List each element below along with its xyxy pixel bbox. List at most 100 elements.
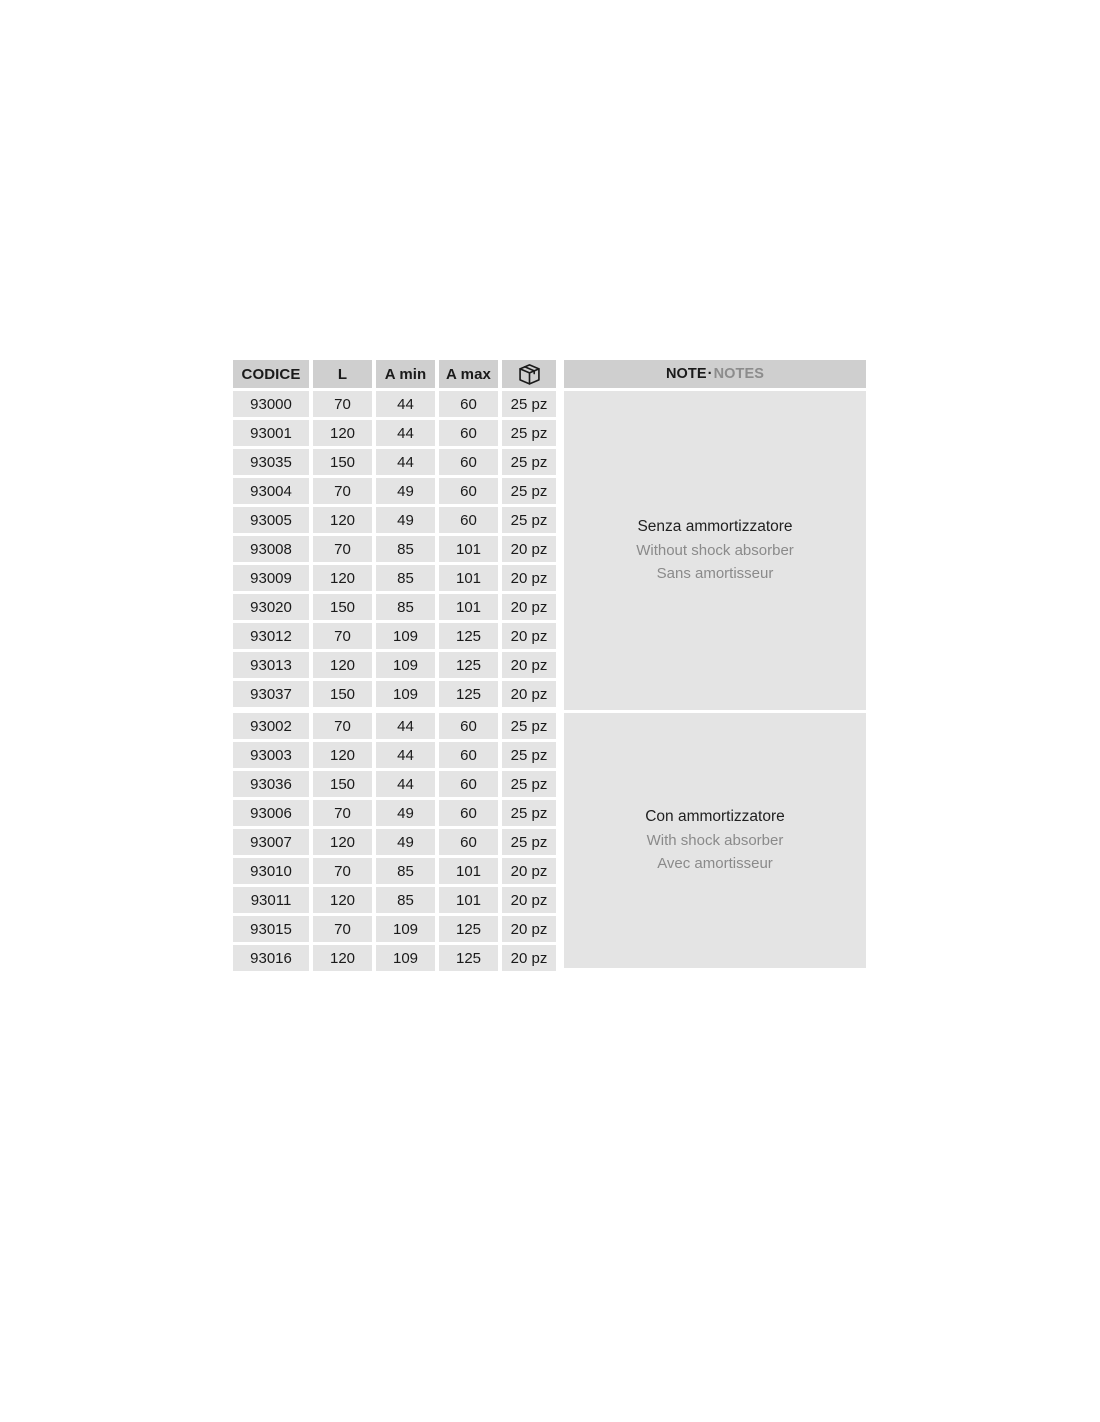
cell-l: 120 xyxy=(313,887,376,916)
cell-codice: 93012 xyxy=(233,623,313,652)
cell-codice: 93006 xyxy=(233,800,313,829)
cell-a-max: 125 xyxy=(439,945,502,971)
column-header-note-separator: · xyxy=(707,366,713,382)
column-header-packaging xyxy=(502,360,564,391)
cell-a-max: 101 xyxy=(439,887,502,916)
column-header-a-min: A min xyxy=(376,360,439,391)
cell-a-max: 125 xyxy=(439,916,502,945)
cell-codice: 93001 xyxy=(233,420,313,449)
table-row: 93003 120 44 60 25 pz xyxy=(233,742,866,771)
cell-a-min: 44 xyxy=(376,420,439,449)
cell-packaging: 25 pz xyxy=(502,742,564,771)
cell-note-group: Con ammortizzatore With shock absorber Ave… xyxy=(564,713,866,971)
table-row: 93016 120 109 125 20 pz xyxy=(233,945,866,971)
cell-codice: 93005 xyxy=(233,507,313,536)
table-row: 93002 70 44 60 25 pz Con ammortizzatore With s… xyxy=(233,713,866,971)
cell-packaging: 25 pz xyxy=(502,478,564,507)
table-row: 93009 120 85 101 20 pz xyxy=(233,565,866,594)
column-header-note: NOTE·NOTES xyxy=(564,360,866,391)
cell-a-min: 44 xyxy=(376,449,439,478)
cell-l: 70 xyxy=(313,536,376,565)
cell-codice: 93008 xyxy=(233,536,313,565)
cell-l: 120 xyxy=(313,652,376,681)
note-line-italian: Con ammortizzatore xyxy=(645,808,785,826)
cell-a-max: 60 xyxy=(439,449,502,478)
cell-packaging: 20 pz xyxy=(502,594,564,623)
table-row: 93001 120 44 60 25 pz xyxy=(233,420,866,449)
table-row: 93010 70 85 101 20 pz xyxy=(233,858,866,887)
cell-a-max: 125 xyxy=(439,652,502,681)
cell-a-max: 60 xyxy=(439,800,502,829)
note-block: Senza ammortizzatore Without shock absorb… xyxy=(572,518,858,582)
cell-packaging: 20 pz xyxy=(502,858,564,887)
product-specification-table: CODICE L A min A max NOTE·N xyxy=(233,360,866,971)
cell-codice: 93036 xyxy=(233,771,313,800)
note-block: Con ammortizzatore With shock absorber Ave… xyxy=(572,808,858,872)
cell-l: 120 xyxy=(313,742,376,771)
cell-a-min: 44 xyxy=(376,771,439,800)
cell-a-min: 44 xyxy=(376,713,439,742)
note-line-english: Without shock absorber xyxy=(636,542,794,560)
column-header-codice: CODICE xyxy=(233,360,313,391)
cell-a-min: 49 xyxy=(376,829,439,858)
column-header-note-it: NOTE xyxy=(665,366,707,382)
cell-l: 70 xyxy=(313,858,376,887)
cell-l: 120 xyxy=(313,565,376,594)
cell-codice: 93002 xyxy=(233,713,313,742)
cell-codice: 93007 xyxy=(233,829,313,858)
cell-codice: 93010 xyxy=(233,858,313,887)
cell-note-group: Senza ammortizzatore Without shock absorb… xyxy=(564,391,866,713)
cell-l: 150 xyxy=(313,681,376,713)
table-header: CODICE L A min A max NOTE·N xyxy=(233,360,866,391)
note-line-french: Sans amortisseur xyxy=(656,565,774,583)
cell-l: 120 xyxy=(313,829,376,858)
cell-a-max: 60 xyxy=(439,771,502,800)
cell-codice: 93000 xyxy=(233,391,313,420)
cell-packaging: 20 pz xyxy=(502,887,564,916)
cell-a-max: 60 xyxy=(439,742,502,771)
cell-codice: 93003 xyxy=(233,742,313,771)
cell-codice: 93037 xyxy=(233,681,313,713)
column-header-note-en: NOTES xyxy=(713,366,765,382)
cell-l: 150 xyxy=(313,594,376,623)
cell-a-max: 125 xyxy=(439,681,502,713)
table-row: 93011 120 85 101 20 pz xyxy=(233,887,866,916)
cell-a-max: 60 xyxy=(439,391,502,420)
cell-packaging: 20 pz xyxy=(502,652,564,681)
cell-codice: 93004 xyxy=(233,478,313,507)
cell-a-min: 44 xyxy=(376,391,439,420)
table-row: 93013 120 109 125 20 pz xyxy=(233,652,866,681)
cell-packaging: 25 pz xyxy=(502,420,564,449)
cell-packaging: 20 pz xyxy=(502,536,564,565)
cell-codice: 93035 xyxy=(233,449,313,478)
note-line-french: Avec amortisseur xyxy=(657,855,773,873)
cell-packaging: 20 pz xyxy=(502,681,564,713)
cell-a-max: 101 xyxy=(439,536,502,565)
cell-a-min: 109 xyxy=(376,652,439,681)
cell-a-min: 85 xyxy=(376,565,439,594)
cell-l: 70 xyxy=(313,623,376,652)
cell-a-min: 109 xyxy=(376,623,439,652)
cell-codice: 93009 xyxy=(233,565,313,594)
cell-packaging: 20 pz xyxy=(502,916,564,945)
cell-packaging: 25 pz xyxy=(502,713,564,742)
cell-a-max: 60 xyxy=(439,420,502,449)
cell-a-min: 85 xyxy=(376,594,439,623)
cell-l: 120 xyxy=(313,420,376,449)
cell-l: 150 xyxy=(313,449,376,478)
package-box-icon xyxy=(502,362,556,387)
cell-a-min: 109 xyxy=(376,916,439,945)
cell-packaging: 25 pz xyxy=(502,391,564,420)
cell-l: 70 xyxy=(313,713,376,742)
cell-codice: 93011 xyxy=(233,887,313,916)
cell-packaging: 20 pz xyxy=(502,565,564,594)
cell-a-max: 60 xyxy=(439,478,502,507)
cell-a-min: 49 xyxy=(376,478,439,507)
cell-l: 150 xyxy=(313,771,376,800)
cell-a-min: 109 xyxy=(376,945,439,971)
cell-a-min: 85 xyxy=(376,858,439,887)
cell-a-max: 125 xyxy=(439,623,502,652)
cell-codice: 93020 xyxy=(233,594,313,623)
table-row: 93005 120 49 60 25 pz xyxy=(233,507,866,536)
cell-a-max: 60 xyxy=(439,713,502,742)
